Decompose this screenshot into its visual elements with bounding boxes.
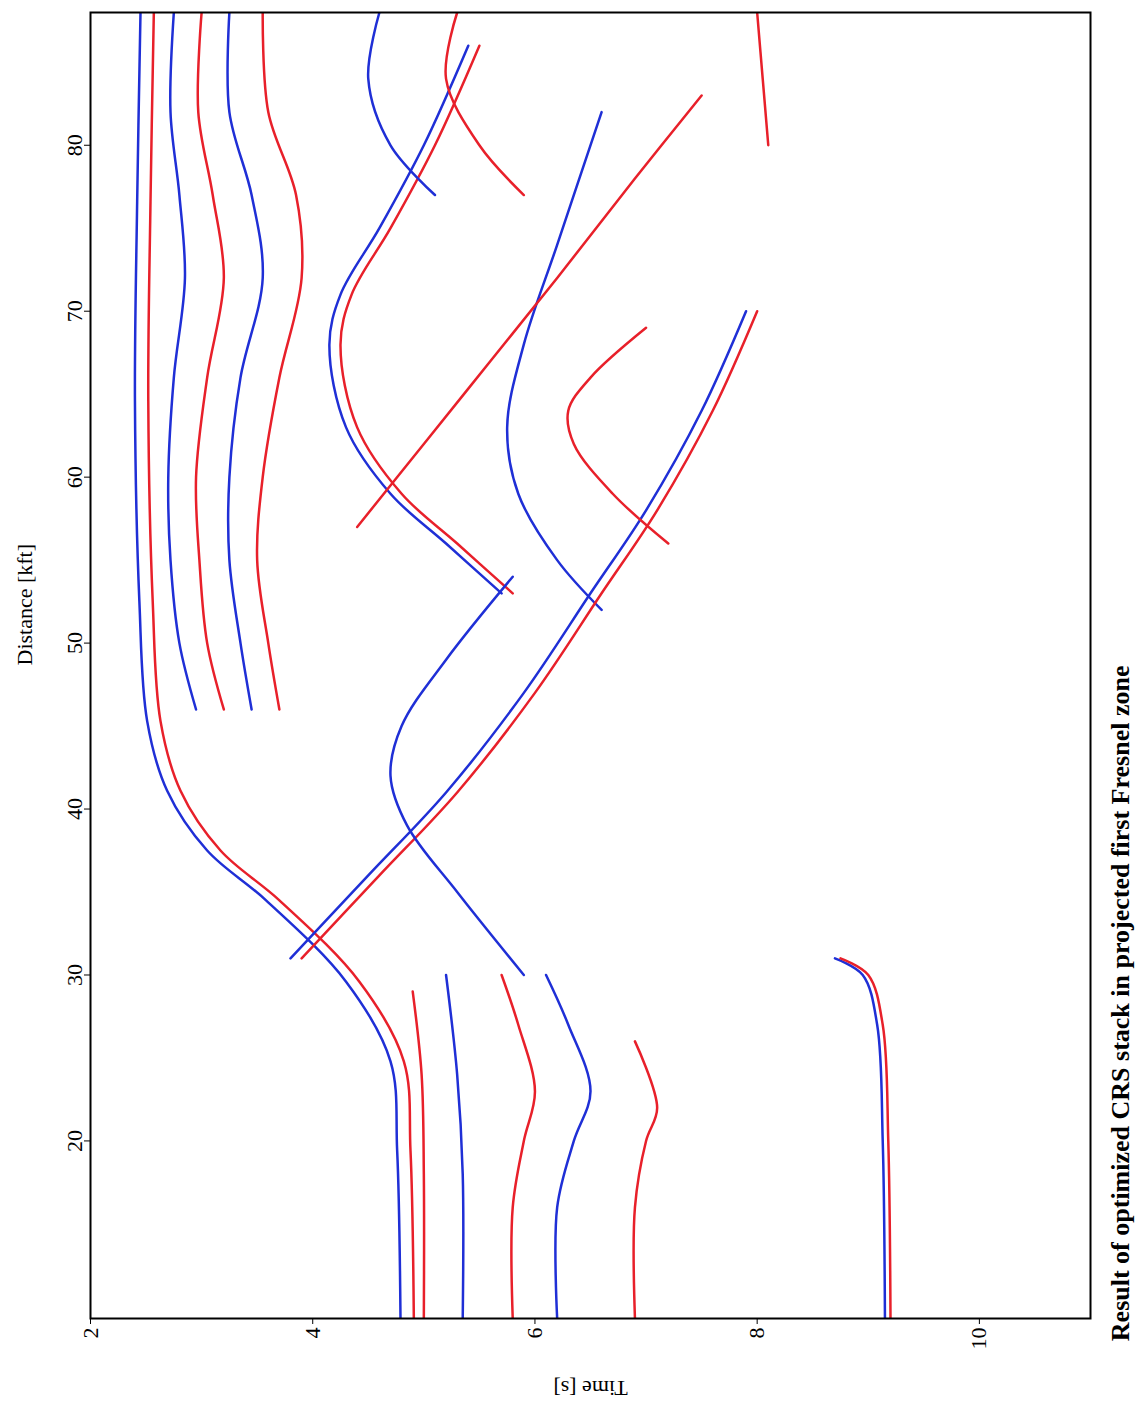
svg-text:Result of optimized CRS stack: Result of optimized CRS stack in project… bbox=[1106, 666, 1135, 1342]
svg-text:6: 6 bbox=[522, 1328, 547, 1339]
svg-text:50: 50 bbox=[62, 632, 87, 654]
svg-text:60: 60 bbox=[62, 466, 87, 488]
svg-text:30: 30 bbox=[62, 964, 87, 986]
svg-text:80: 80 bbox=[62, 134, 87, 156]
svg-text:70: 70 bbox=[62, 300, 87, 322]
svg-text:20: 20 bbox=[62, 1130, 87, 1152]
svg-text:Time [s]: Time [s] bbox=[553, 1376, 627, 1401]
svg-text:4: 4 bbox=[300, 1328, 325, 1339]
svg-text:Distance [kft]: Distance [kft] bbox=[12, 544, 37, 666]
svg-text:10: 10 bbox=[966, 1328, 991, 1350]
svg-text:40: 40 bbox=[62, 798, 87, 820]
svg-text:8: 8 bbox=[744, 1328, 769, 1339]
svg-text:2: 2 bbox=[78, 1328, 103, 1339]
